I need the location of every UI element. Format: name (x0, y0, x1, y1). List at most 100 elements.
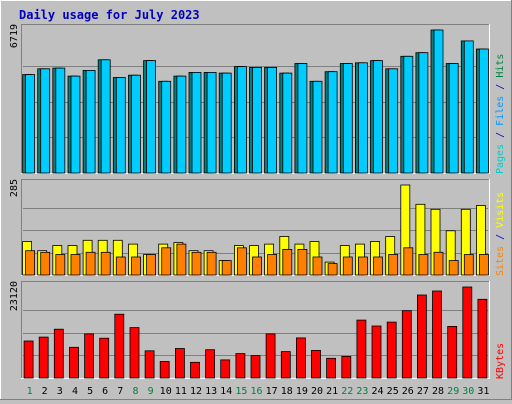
bar-files-day-7 (115, 77, 126, 174)
panel-2: 285 Sites / Visits (9, 179, 506, 276)
bar-files-day-30 (463, 40, 474, 174)
bar-files-day-10 (161, 80, 172, 174)
bar-files-day-15 (236, 66, 247, 174)
bar-kbytes-day-5 (84, 333, 94, 379)
bar-kbytes-day-17 (265, 333, 276, 379)
max-value-label: 23120 (9, 281, 20, 311)
bar-sites-day-3 (55, 254, 66, 276)
legend-label-4: Hits (495, 54, 506, 78)
day-label: 15 (235, 386, 247, 397)
bar-sites-day-10 (161, 247, 172, 276)
bar-kbytes-day-12 (190, 361, 200, 379)
bars (22, 184, 489, 276)
bar-kbytes-day-16 (250, 355, 261, 379)
bar-files-day-21 (327, 71, 338, 174)
bar-kbytes-day-10 (159, 361, 170, 379)
bar-files-day-25 (388, 68, 399, 174)
day-label: 8 (132, 386, 138, 397)
bar-sites-day-25 (388, 254, 399, 276)
legend-label-0: KBytes (495, 343, 506, 379)
bar-kbytes-day-8 (129, 327, 140, 379)
bar-sites-day-24 (373, 256, 383, 276)
bar-files-day-5 (85, 70, 96, 174)
bar-kbytes-day-29 (447, 325, 458, 379)
bar-files-day-12 (191, 72, 202, 174)
legend-label-2: Files (495, 96, 506, 126)
bar-sites-day-19 (297, 248, 308, 276)
bar-files-day-27 (418, 52, 429, 174)
bar-kbytes-day-31 (477, 298, 488, 379)
legend-label-1: / (495, 126, 506, 144)
bar-files-day-6 (100, 59, 111, 174)
bar-sites-day-29 (448, 260, 459, 276)
bar-kbytes-day-9 (144, 350, 155, 379)
day-label: 4 (72, 386, 78, 397)
bar-kbytes-day-14 (220, 359, 231, 379)
day-label: 20 (311, 386, 323, 397)
day-label: 24 (371, 386, 383, 397)
day-label: 13 (205, 386, 217, 397)
bar-kbytes-day-27 (416, 294, 427, 379)
bar-files-day-3 (55, 67, 66, 174)
bar-kbytes-day-7 (114, 313, 125, 379)
day-label: 5 (87, 386, 93, 397)
bar-kbytes-day-13 (205, 349, 216, 379)
day-label: 1 (27, 386, 33, 397)
bar-files-day-24 (373, 60, 383, 174)
bar-sites-day-2 (40, 251, 51, 276)
panels-layer: 6719 Pages / Files / Hits 285 Sites / Visit… (9, 24, 506, 379)
day-label: 23 (356, 386, 368, 397)
day-label: 22 (341, 386, 353, 397)
bar-files-day-31 (478, 48, 489, 174)
bar-kbytes-day-20 (311, 349, 321, 379)
bar-sites-day-26 (403, 247, 414, 276)
bar-kbytes-day-23 (356, 319, 367, 379)
day-label: 3 (57, 386, 63, 397)
bar-sites-day-1 (25, 250, 36, 276)
day-label: 7 (117, 386, 123, 397)
panel-3: 23120 KBytes (9, 281, 506, 379)
day-label: 10 (160, 386, 172, 397)
day-label: 2 (42, 386, 48, 397)
bar-sites-day-23 (357, 256, 368, 276)
bar-sites-day-18 (282, 248, 293, 276)
day-labels: 1 2 3 4 5 6 7 8 9 10 11 12 13 14 15 16 17 18 19 20 21 22 23 24 2… (27, 386, 490, 397)
bar-sites-day-22 (342, 256, 353, 276)
bar-sites-day-12 (191, 251, 202, 276)
bar-sites-day-9 (146, 254, 157, 276)
day-label: 25 (387, 386, 399, 397)
bar-sites-day-15 (236, 247, 247, 276)
day-label: 9 (148, 386, 154, 397)
bar-files-day-13 (206, 72, 217, 174)
bar-sites-day-5 (85, 251, 96, 276)
legend-label-3: / (495, 78, 506, 96)
chart-title: Daily usage for July 2023 (19, 8, 200, 22)
bar-kbytes-day-21 (326, 357, 337, 379)
bar-sites-day-4 (70, 254, 81, 276)
bar-sites-day-20 (312, 256, 323, 276)
series-legend: KBytes (495, 343, 506, 379)
bar-files-day-18 (282, 72, 293, 174)
bar-files-day-1 (25, 74, 36, 174)
bar-files-day-11 (176, 75, 187, 174)
day-label: 16 (250, 386, 262, 397)
bar-files-day-28 (433, 29, 444, 174)
day-label: 19 (296, 386, 308, 397)
day-label: 30 (462, 386, 474, 397)
series-legend: Sites / Visits (495, 192, 506, 276)
bar-kbytes-day-19 (295, 337, 306, 379)
bar-kbytes-day-28 (432, 290, 442, 379)
legend-label-1: / (495, 228, 506, 246)
bar-kbytes-day-2 (38, 336, 49, 379)
bar-sites-day-14 (221, 260, 232, 276)
panel-1: 6719 Pages / Files / Hits (9, 24, 506, 174)
day-label: 27 (417, 386, 429, 397)
bar-kbytes-day-18 (280, 351, 291, 379)
day-label: 29 (447, 386, 459, 397)
bar-sites-day-7 (115, 256, 126, 276)
bar-files-day-23 (357, 62, 368, 174)
bar-sites-day-28 (433, 251, 444, 276)
bar-files-day-29 (448, 63, 459, 174)
bar-files-day-17 (267, 67, 278, 174)
